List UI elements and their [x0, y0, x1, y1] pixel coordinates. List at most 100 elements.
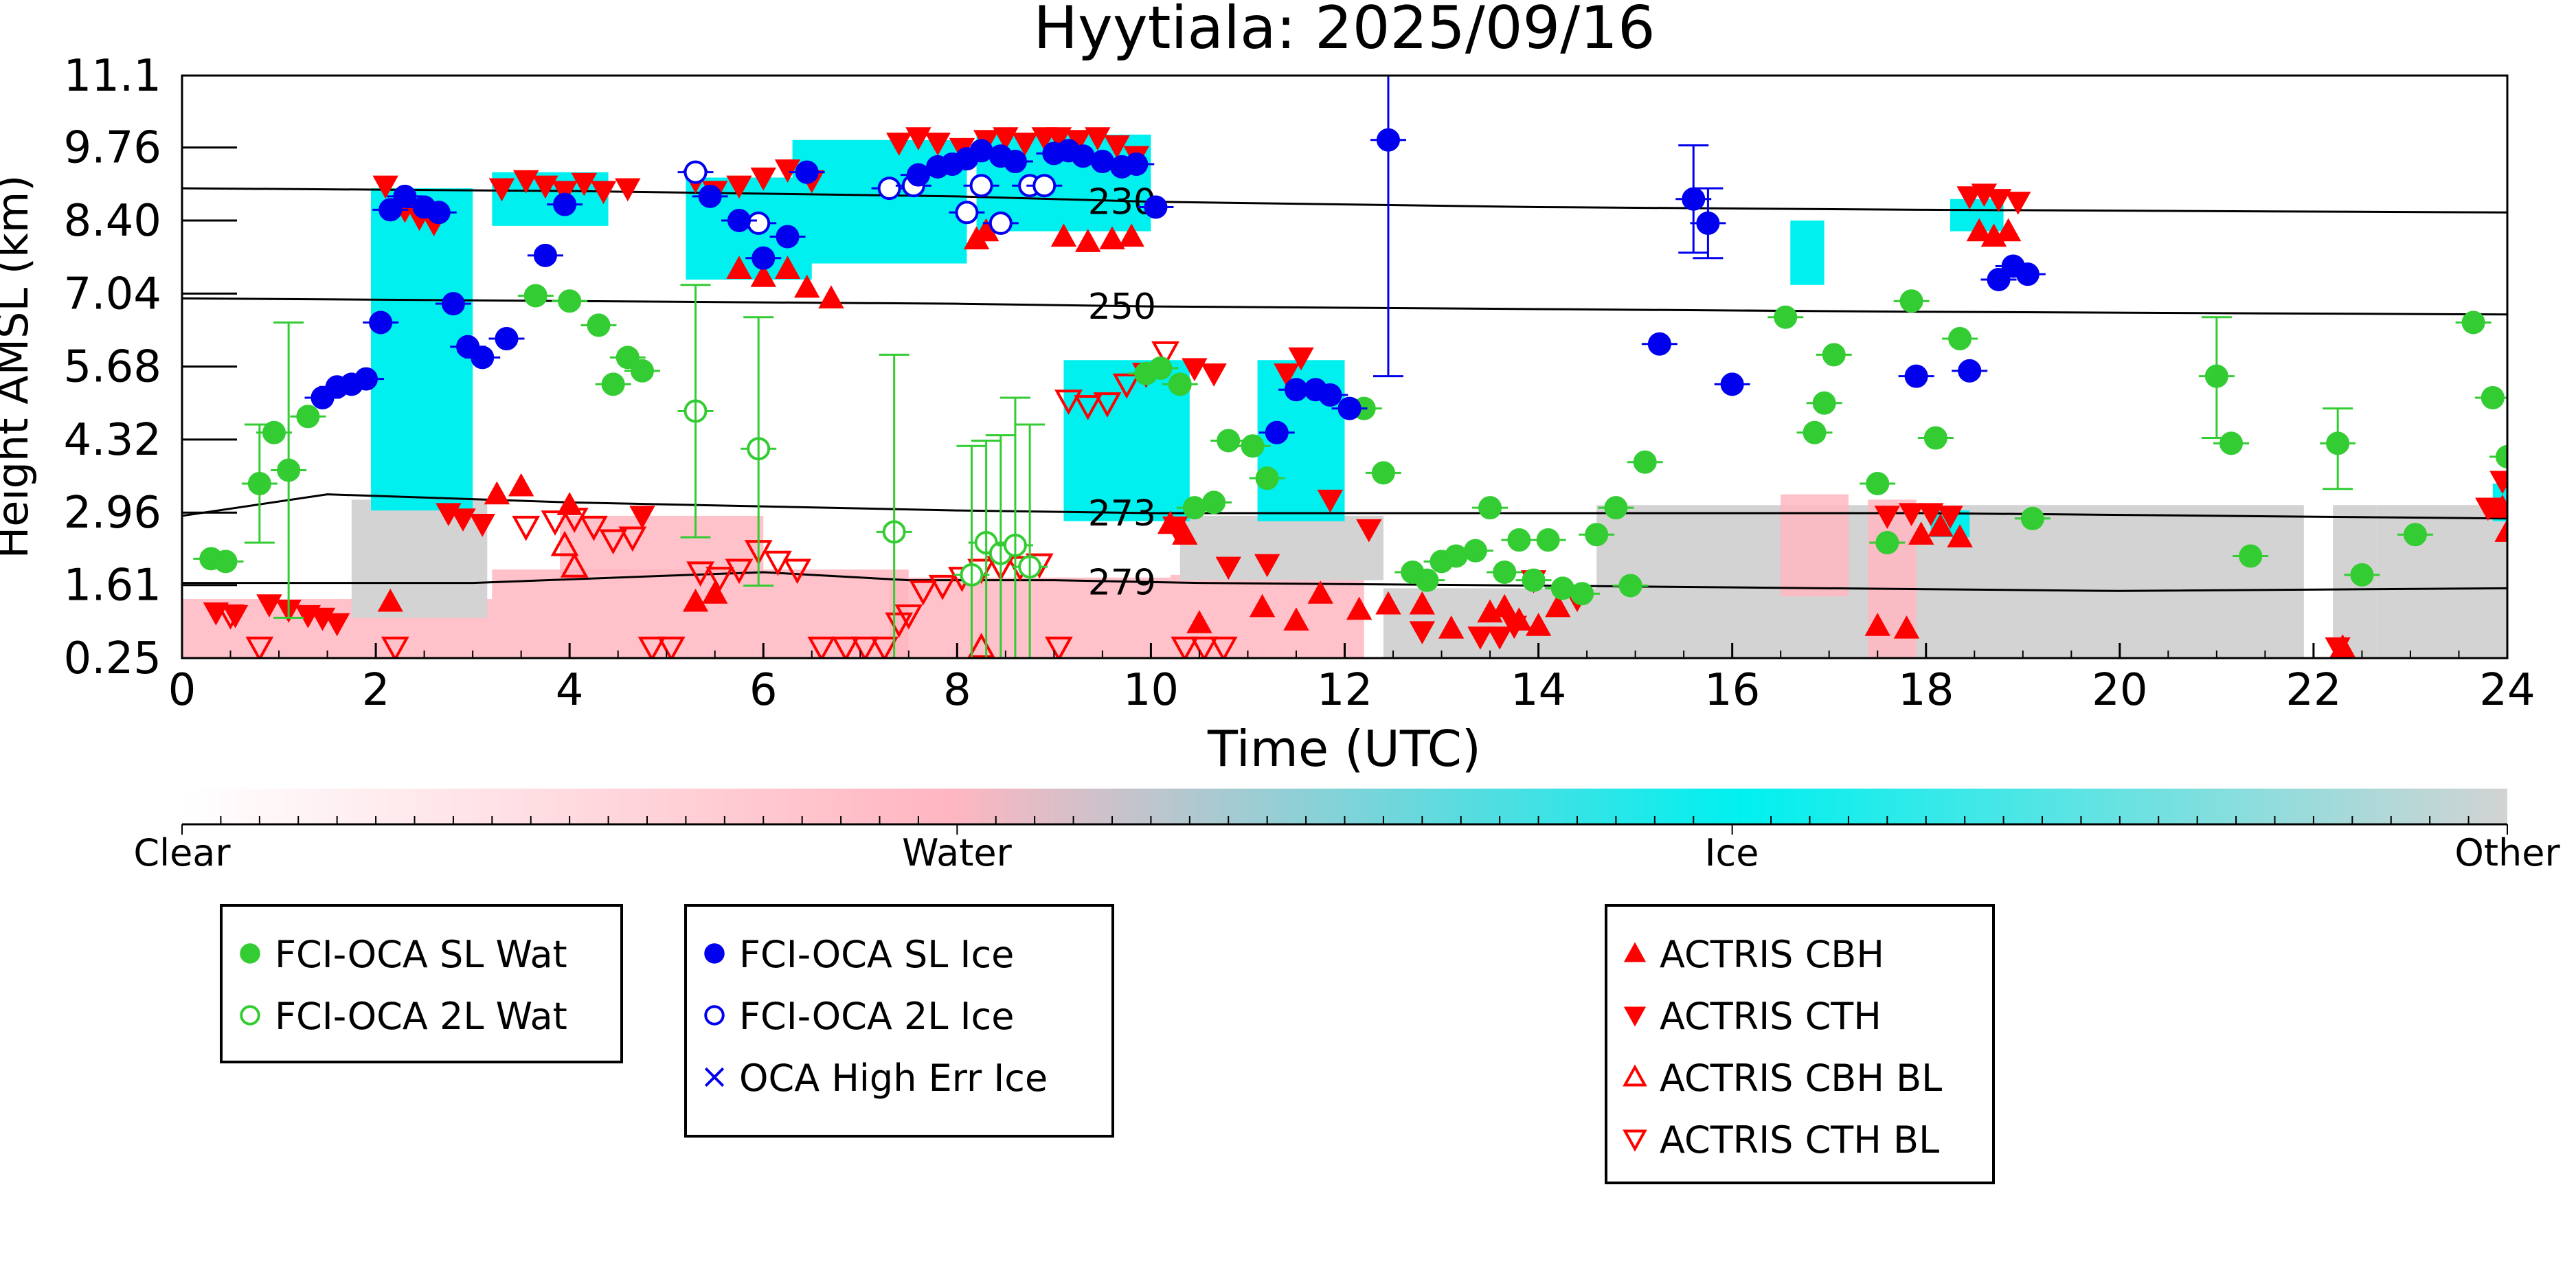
x-tick-label: 6 [749, 665, 778, 716]
y-tick-label: 4.32 [64, 415, 162, 466]
data-point [1318, 383, 1342, 407]
data-point [1093, 392, 1122, 418]
legend-marker [240, 1005, 260, 1026]
data-point [222, 605, 249, 629]
data-point [532, 175, 558, 199]
data-point [1356, 519, 1382, 543]
vertical-error-bars [244, 76, 2353, 658]
data-point [1317, 489, 1344, 513]
data-point [705, 567, 734, 592]
data-point [1074, 395, 1103, 420]
data-point [615, 346, 640, 370]
data-point [1720, 372, 1744, 396]
contour-label: 230 [1088, 182, 1156, 223]
y-tick-label: 8.40 [64, 196, 162, 247]
x-tick-label: 12 [1317, 665, 1372, 716]
data-point [2005, 192, 2031, 215]
data-point [909, 580, 938, 606]
cloud-block [1179, 515, 1383, 580]
data-point [776, 225, 800, 249]
data-point [379, 198, 403, 222]
data-point [377, 588, 403, 612]
data-point [702, 580, 728, 604]
data-point [1255, 466, 1279, 490]
data-point [556, 492, 583, 515]
data-point [2015, 262, 2040, 286]
data-point [2489, 471, 2507, 495]
data-point [1774, 305, 1798, 329]
data-point [1045, 636, 1073, 658]
cloud-block [1790, 221, 1824, 285]
x-tick-label: 0 [168, 665, 196, 716]
data-point [1003, 150, 1027, 174]
data-point [1071, 144, 1095, 168]
legend-label: FCI-OCA SL Wat [275, 933, 567, 976]
data-point [726, 175, 752, 199]
y-tick-label: 0.25 [64, 633, 162, 684]
data-point [686, 561, 714, 587]
x-stroke [704, 1067, 725, 1087]
data-point [214, 550, 238, 574]
legend-marker [704, 1005, 725, 1026]
legend-symbol [1623, 1064, 1647, 1087]
data-point [1493, 560, 1517, 584]
y-tick-label: 1.61 [64, 561, 162, 611]
data-point [484, 481, 510, 505]
data-point [969, 174, 993, 198]
data-point [2020, 506, 2044, 530]
data-point [2496, 444, 2507, 468]
data-point [324, 613, 350, 637]
x-tick-label: 14 [1511, 665, 1566, 716]
data-point [1812, 391, 1836, 415]
data-point [2475, 497, 2501, 521]
data-point [750, 264, 776, 287]
data-point [1085, 127, 1111, 150]
y-tick-label: 7.04 [64, 269, 162, 319]
data-point [955, 201, 979, 225]
data-point [1371, 461, 1395, 485]
data-point [629, 506, 655, 529]
data-points [193, 76, 2507, 658]
data-point [1162, 516, 1188, 540]
y-tick-label: 11.1 [64, 51, 162, 102]
data-point [1507, 528, 1531, 552]
data-point [1633, 450, 1657, 474]
data-point [894, 604, 923, 630]
data-point [752, 246, 776, 270]
data-point [508, 473, 534, 497]
y-tick-label: 2.96 [64, 488, 162, 539]
data-point [550, 530, 579, 556]
data-point [523, 284, 547, 308]
data-point [1209, 636, 1238, 658]
data-point [450, 508, 476, 532]
legend-box-2: FCI-OCA SL Ice FCI-OCA 2L Ice OCA High Err… [684, 904, 1114, 1138]
cloud-mask [182, 134, 2507, 658]
data-point [262, 420, 286, 444]
data-point [1168, 372, 1192, 396]
data-point [1545, 594, 1571, 618]
data-point [1182, 358, 1208, 382]
data-point [1987, 267, 2011, 291]
data-point [571, 172, 598, 196]
legend-symbol [704, 1005, 725, 1026]
x-tick-label: 16 [1704, 665, 1760, 716]
data-point [1570, 582, 1594, 606]
legend-label: FCI-OCA 2L Ice [739, 995, 1014, 1038]
data-point [637, 636, 666, 658]
data-point [2239, 544, 2263, 568]
data-point [1190, 636, 1219, 658]
legend-marker [1623, 1006, 1647, 1027]
x-axis-label: Time (UTC) [1207, 720, 1481, 778]
data-point [1104, 135, 1130, 159]
cloud-block [2376, 505, 2507, 658]
legend-symbol [1623, 1006, 1647, 1027]
data-point [1125, 152, 1149, 176]
legend-label: ACTRIS CBH [1660, 933, 1884, 976]
legend-symbol [1623, 1129, 1647, 1152]
x-tick-label: 2 [362, 665, 390, 716]
colorbar-label-other: Other [2454, 831, 2560, 874]
data-point [2325, 637, 2351, 658]
data-point [698, 184, 722, 208]
data-point [726, 256, 752, 279]
x-tick-label: 18 [1898, 665, 1954, 716]
